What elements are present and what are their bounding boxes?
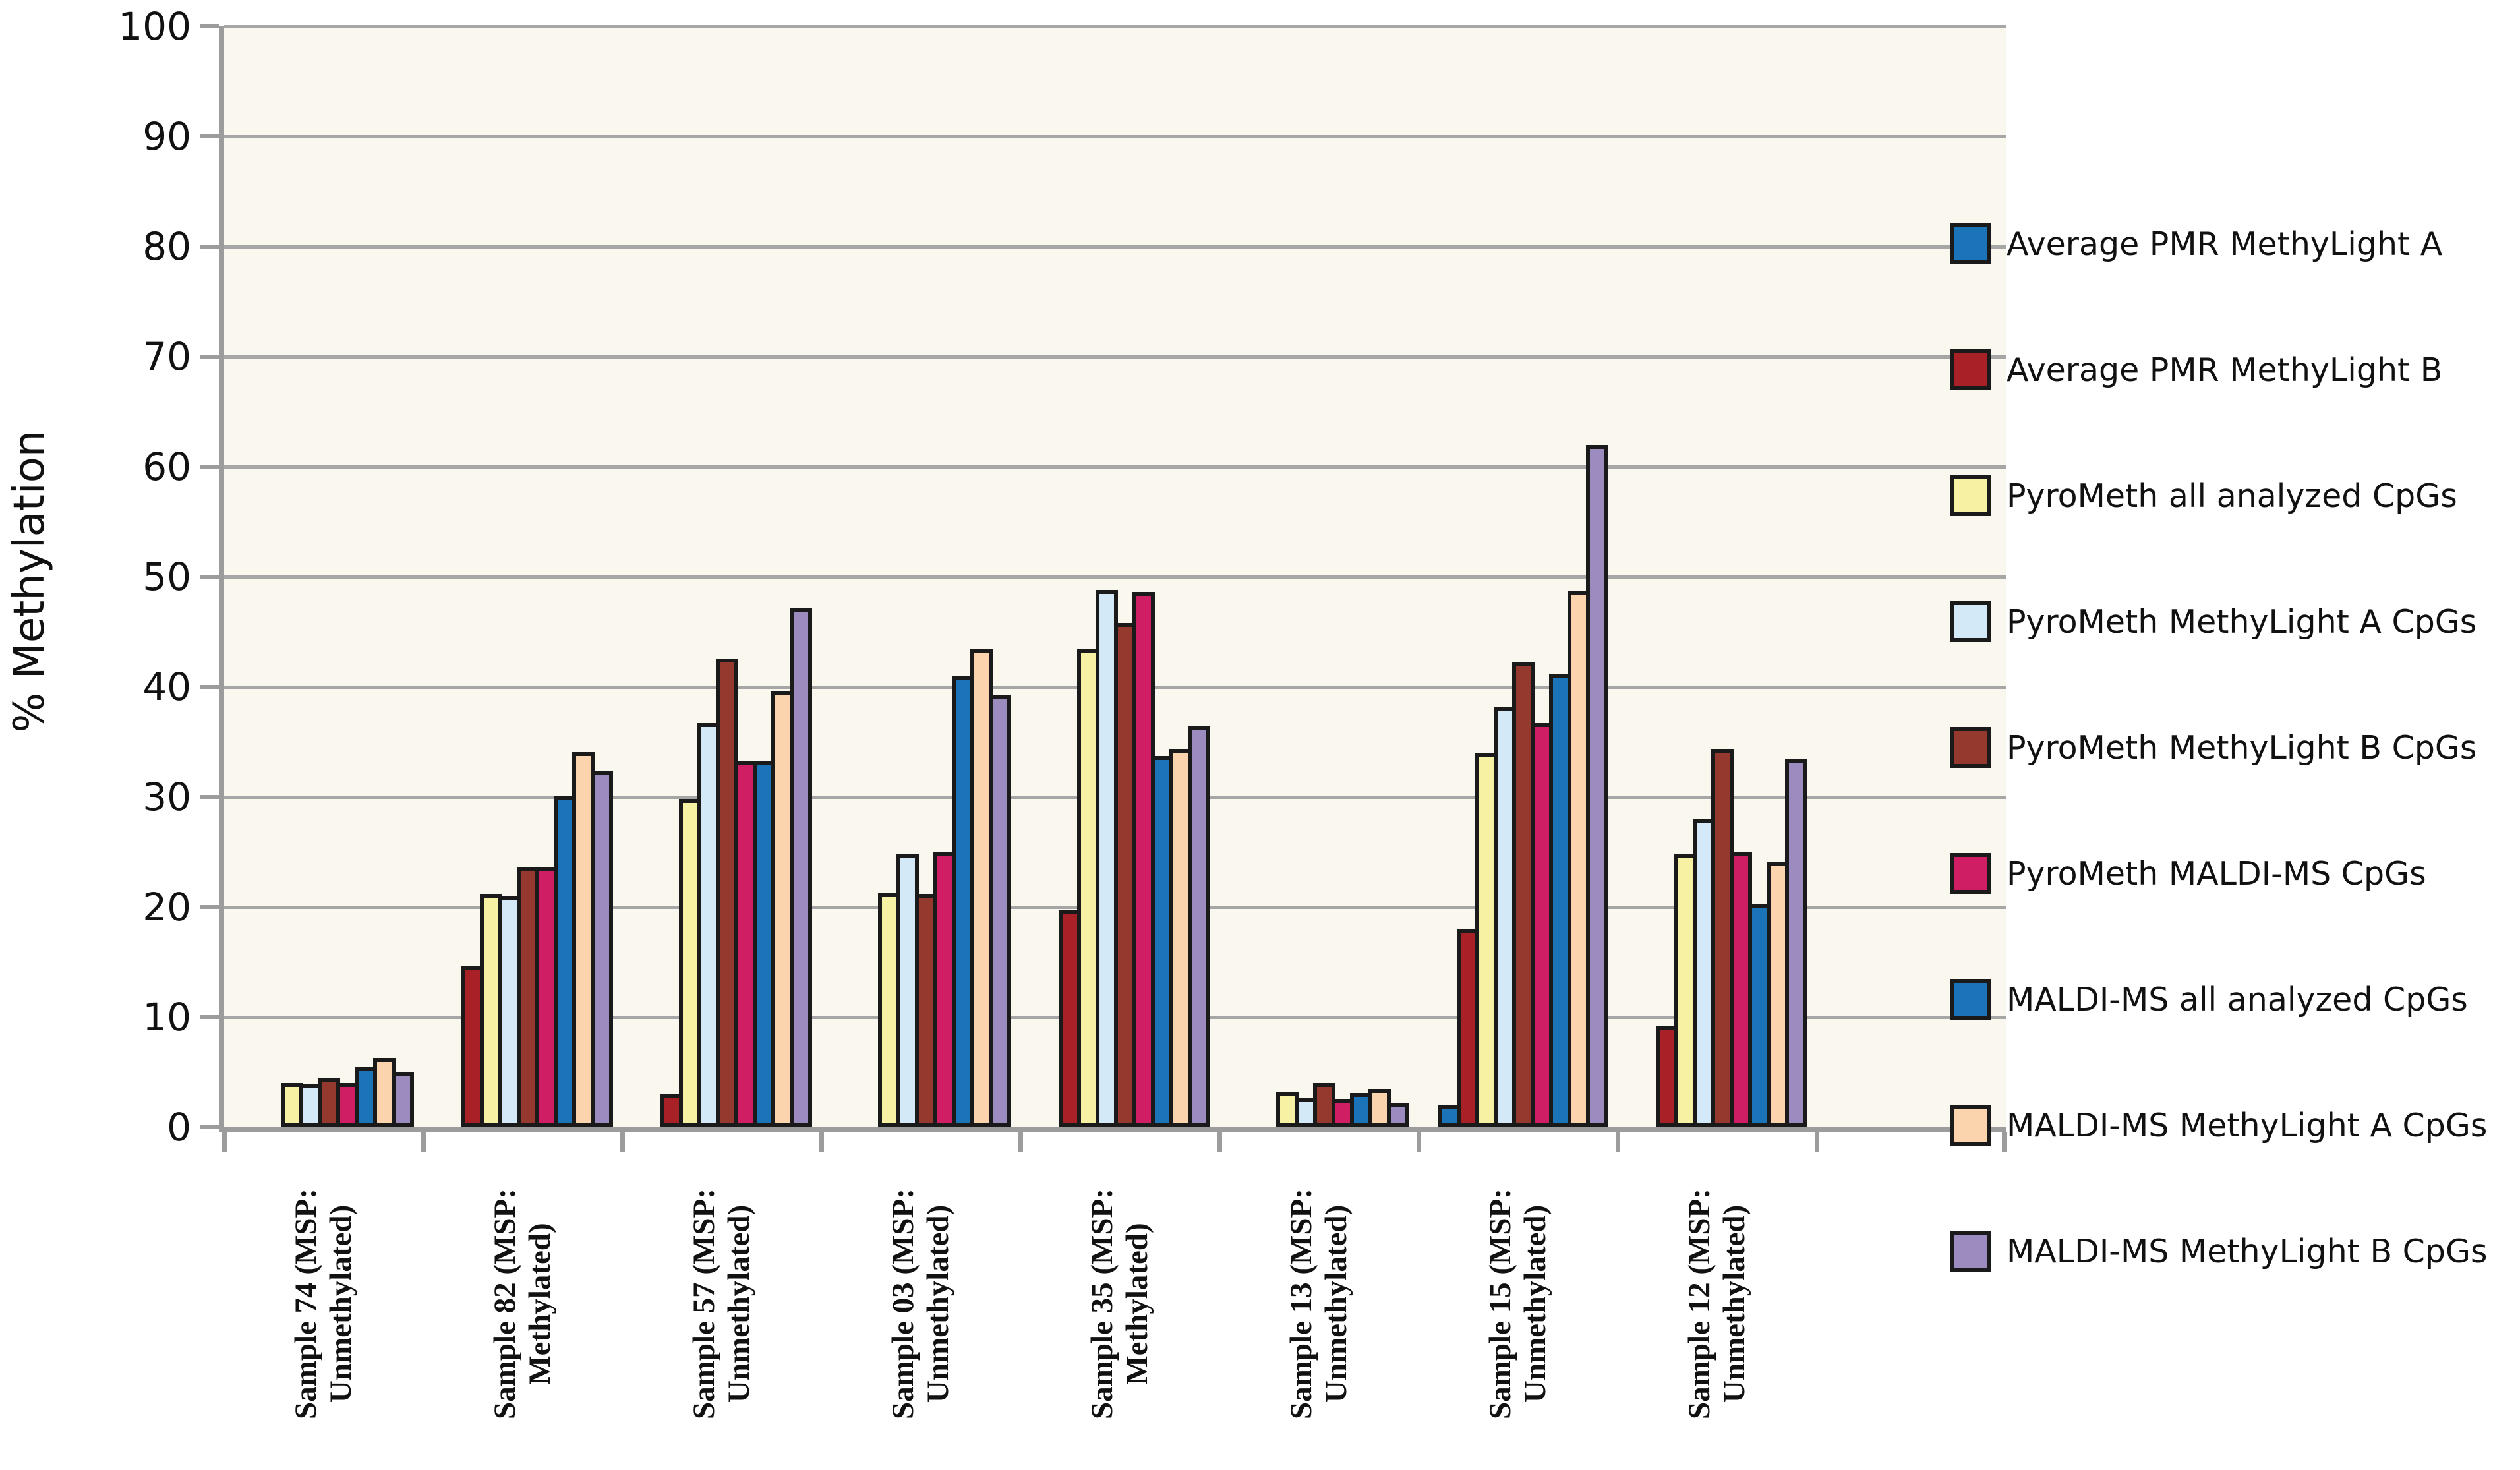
- x-category-label-2: Sample 82 (MSP: Methylated): [488, 1189, 557, 1419]
- y-tick-label-40: 40: [142, 664, 191, 709]
- plot-area: [219, 25, 2006, 1132]
- y-tick-label-10: 10: [142, 995, 191, 1040]
- x-tick-mark-2: [620, 1132, 625, 1152]
- x-tick-mark-1: [421, 1132, 426, 1152]
- legend-swatch-icon-1: [1950, 223, 1991, 264]
- bar-s9-c4: [989, 695, 1011, 1127]
- legend-row-5: PyroMeth MethyLight B CpGs: [1950, 726, 2476, 769]
- y-tick-mark-20: [200, 905, 219, 909]
- y-tick-label-0: 0: [167, 1105, 191, 1150]
- gridline-70: [224, 355, 2006, 359]
- legend-label-8: MALDI-MS MethyLight A CpGs: [2007, 1106, 2488, 1144]
- y-tick-mark-100: [200, 24, 219, 28]
- legend-label-5: PyroMeth MethyLight B CpGs: [2007, 728, 2477, 767]
- legend-row-7: MALDI-MS all analyzed CpGs: [1950, 978, 2468, 1020]
- bar-s9-c7: [1586, 445, 1608, 1127]
- y-tick-mark-50: [200, 575, 219, 579]
- legend-row-3: PyroMeth all analyzed CpGs: [1950, 475, 2457, 517]
- gridline-90: [224, 135, 2006, 138]
- y-tick-label-90: 90: [142, 114, 191, 159]
- legend-row-2: Average PMR MethyLight B: [1950, 349, 2442, 391]
- bar-s9-c1: [392, 1072, 414, 1127]
- x-category-label-1: Sample 74 (MSP: Unmethylated): [289, 1189, 358, 1419]
- x-category-label-8: Sample 12 (MSP: Unmethylated): [1682, 1189, 1751, 1419]
- x-tick-mark-3: [819, 1132, 824, 1152]
- legend-label-4: PyroMeth MethyLight A CpGs: [2007, 603, 2477, 641]
- y-tick-label-50: 50: [142, 554, 191, 599]
- x-tick-mark-0: [222, 1132, 227, 1152]
- y-tick-mark-70: [200, 355, 219, 359]
- y-tick-mark-60: [200, 465, 219, 469]
- x-category-label-5: Sample 35 (MSP: Methylated): [1085, 1189, 1154, 1419]
- legend-label-3: PyroMeth all analyzed CpGs: [2007, 477, 2457, 515]
- x-tick-mark-8: [1815, 1132, 1819, 1152]
- y-tick-label-70: 70: [142, 334, 191, 379]
- y-tick-label-80: 80: [142, 224, 191, 269]
- y-tick-mark-30: [200, 795, 219, 799]
- legend-row-4: PyroMeth MethyLight A CpGs: [1950, 601, 2476, 643]
- bar-s9-c5: [1188, 726, 1210, 1127]
- y-tick-mark-0: [200, 1125, 219, 1129]
- y-tick-mark-80: [200, 245, 219, 249]
- legend-row-9: MALDI-MS MethyLight B CpGs: [1950, 1230, 2487, 1272]
- legend-row-8: MALDI-MS MethyLight A CpGs: [1950, 1104, 2487, 1146]
- legend-label-9: MALDI-MS MethyLight B CpGs: [2007, 1232, 2488, 1270]
- y-tick-label-100: 100: [118, 4, 191, 49]
- x-category-label-3: Sample 57 (MSP: Unmethylated): [687, 1189, 756, 1419]
- gridline-80: [224, 245, 2006, 249]
- legend-swatch-icon-9: [1950, 1231, 1991, 1272]
- gridline-60: [224, 465, 2006, 469]
- x-category-label-6: Sample 13 (MSP: Unmethylated): [1284, 1189, 1353, 1419]
- x-category-label-7: Sample 15 (MSP: Unmethylated): [1483, 1189, 1552, 1419]
- legend-swatch-icon-2: [1950, 349, 1991, 390]
- legend-swatch-icon-7: [1950, 979, 1991, 1020]
- bar-s9-c6: [1387, 1103, 1409, 1127]
- x-tick-mark-5: [1217, 1132, 1222, 1152]
- gridline-50: [224, 575, 2006, 579]
- y-tick-mark-40: [200, 685, 219, 689]
- y-tick-mark-10: [200, 1015, 219, 1019]
- y-tick-label-30: 30: [142, 775, 191, 819]
- legend-row-6: PyroMeth MALDI-MS CpGs: [1950, 852, 2426, 895]
- legend-label-7: MALDI-MS all analyzed CpGs: [2007, 980, 2468, 1018]
- x-tick-mark-7: [1616, 1132, 1620, 1152]
- x-tick-mark-right: [2002, 1132, 2007, 1152]
- bar-s9-c3: [790, 608, 812, 1127]
- x-category-label-4: Sample 03 (MSP: Unmethylated): [886, 1189, 955, 1419]
- legend-swatch-icon-4: [1950, 601, 1991, 642]
- legend-swatch-icon-8: [1950, 1105, 1991, 1146]
- x-tick-mark-6: [1417, 1132, 1421, 1152]
- legend-swatch-icon-3: [1950, 475, 1991, 516]
- bar-s9-c2: [591, 771, 613, 1127]
- y-tick-label-20: 20: [142, 885, 191, 929]
- legend-label-2: Average PMR MethyLight B: [2007, 351, 2443, 389]
- legend-swatch-icon-5: [1950, 727, 1991, 768]
- y-tick-mark-90: [200, 134, 219, 138]
- bar-s9-c8: [1785, 759, 1807, 1127]
- legend-swatch-icon-6: [1950, 853, 1991, 894]
- x-tick-mark-4: [1018, 1132, 1023, 1152]
- gridline-100: [224, 25, 2006, 28]
- y-tick-label-60: 60: [142, 444, 191, 489]
- legend-label-6: PyroMeth MALDI-MS CpGs: [2007, 854, 2426, 893]
- legend-label-1: Average PMR MethyLight A: [2007, 225, 2443, 263]
- legend-row-1: Average PMR MethyLight A: [1950, 223, 2442, 265]
